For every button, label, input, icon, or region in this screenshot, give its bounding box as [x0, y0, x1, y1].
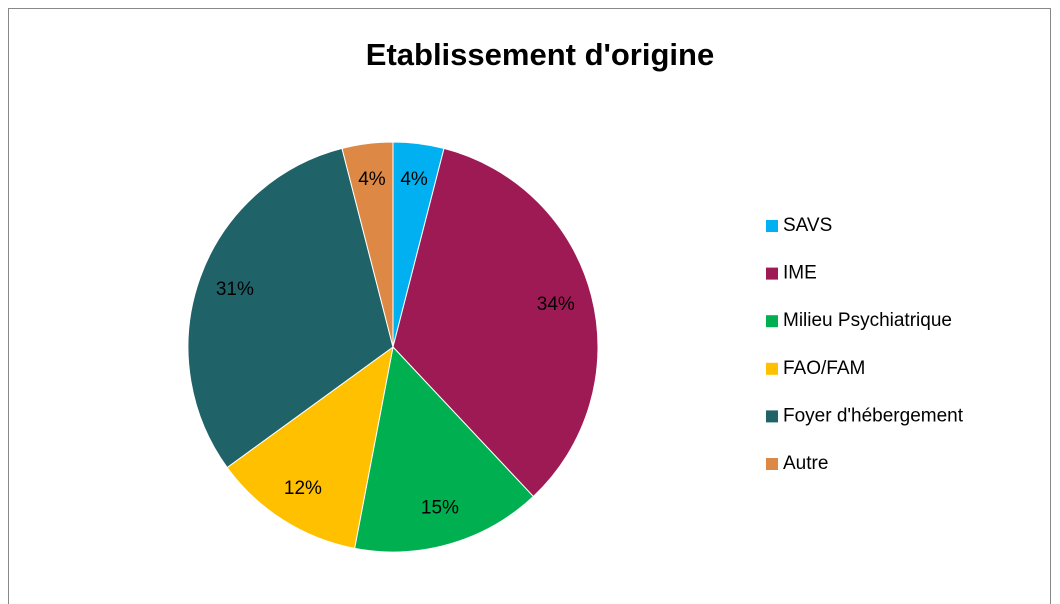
legend-swatch: [766, 458, 778, 470]
legend-swatch: [766, 315, 778, 328]
pie-slice: [341, 141, 394, 348]
chart-title: Etablissement d'origine: [366, 37, 714, 72]
pie-slice: [226, 345, 394, 549]
data-label: 12%: [284, 478, 322, 499]
data-label: 34%: [537, 294, 575, 315]
legend-swatch: [766, 410, 778, 423]
pie-slice: [354, 345, 535, 553]
legend-swatch: [766, 220, 778, 232]
legend-label: Milieu Psychiatrique: [783, 310, 952, 331]
data-label: 4%: [400, 169, 428, 190]
legend-label: Autre: [783, 453, 828, 474]
legend-swatch: [766, 362, 778, 375]
data-label: 4%: [358, 169, 386, 190]
legend-label: IME: [783, 263, 817, 284]
legend-label: SAVS: [783, 215, 832, 236]
legend-swatch: [766, 267, 778, 280]
data-label: 31%: [216, 279, 254, 300]
legend-label: Foyer d'hébergement: [783, 405, 964, 426]
data-label: 15%: [421, 497, 459, 518]
pie-slice: [187, 147, 394, 469]
pie-slice: [392, 147, 599, 498]
legend-label: FAO/FAM: [783, 358, 865, 379]
